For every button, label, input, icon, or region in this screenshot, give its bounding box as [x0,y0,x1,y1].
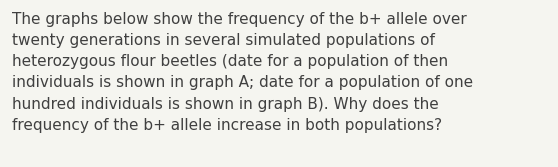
Text: The graphs below show the frequency of the b+ allele over
twenty generations in : The graphs below show the frequency of t… [12,12,473,133]
